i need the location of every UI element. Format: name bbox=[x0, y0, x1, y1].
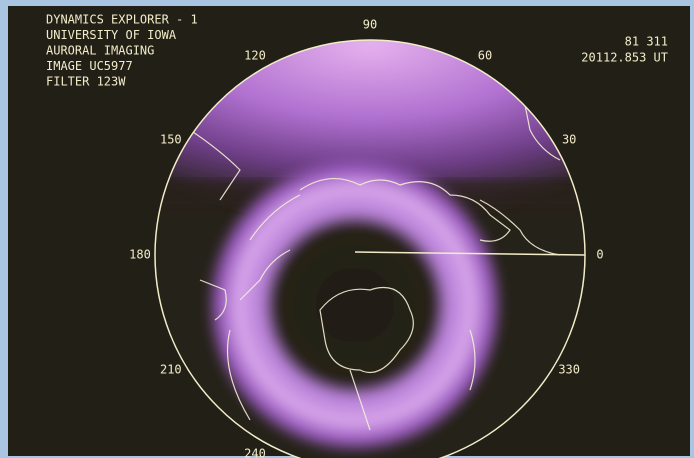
longitude-label: 60 bbox=[478, 48, 492, 62]
coastlines bbox=[189, 79, 561, 431]
timestamp-line: 81 311 bbox=[625, 35, 668, 49]
header-line: AURORAL IMAGING bbox=[46, 44, 154, 58]
longitude-label: 0 bbox=[596, 248, 603, 262]
auroral-oval bbox=[205, 155, 505, 455]
longitude-label: 90 bbox=[363, 18, 377, 32]
longitude-label: 120 bbox=[244, 48, 266, 62]
meridian-line bbox=[354, 251, 586, 256]
longitude-label: 210 bbox=[160, 363, 182, 377]
header-line: FILTER 123W bbox=[46, 75, 126, 89]
longitude-label: 180 bbox=[129, 248, 151, 262]
longitude-label: 30 bbox=[562, 133, 576, 147]
timestamp-line: 20112.853 UT bbox=[581, 51, 668, 65]
header-line: UNIVERSITY OF IOWA bbox=[46, 28, 177, 42]
longitude-label: 240 bbox=[244, 447, 266, 458]
longitude-labels: 90 60 30 0 330 240 210 180 150 120 bbox=[129, 18, 603, 458]
longitude-label: 150 bbox=[160, 133, 182, 147]
longitude-label: 330 bbox=[558, 363, 580, 377]
header-line: DYNAMICS EXPLORER - 1 bbox=[46, 13, 198, 27]
timestamp: 81 311 20112.853 UT bbox=[581, 35, 668, 65]
header-line: IMAGE UC5977 bbox=[46, 59, 133, 73]
